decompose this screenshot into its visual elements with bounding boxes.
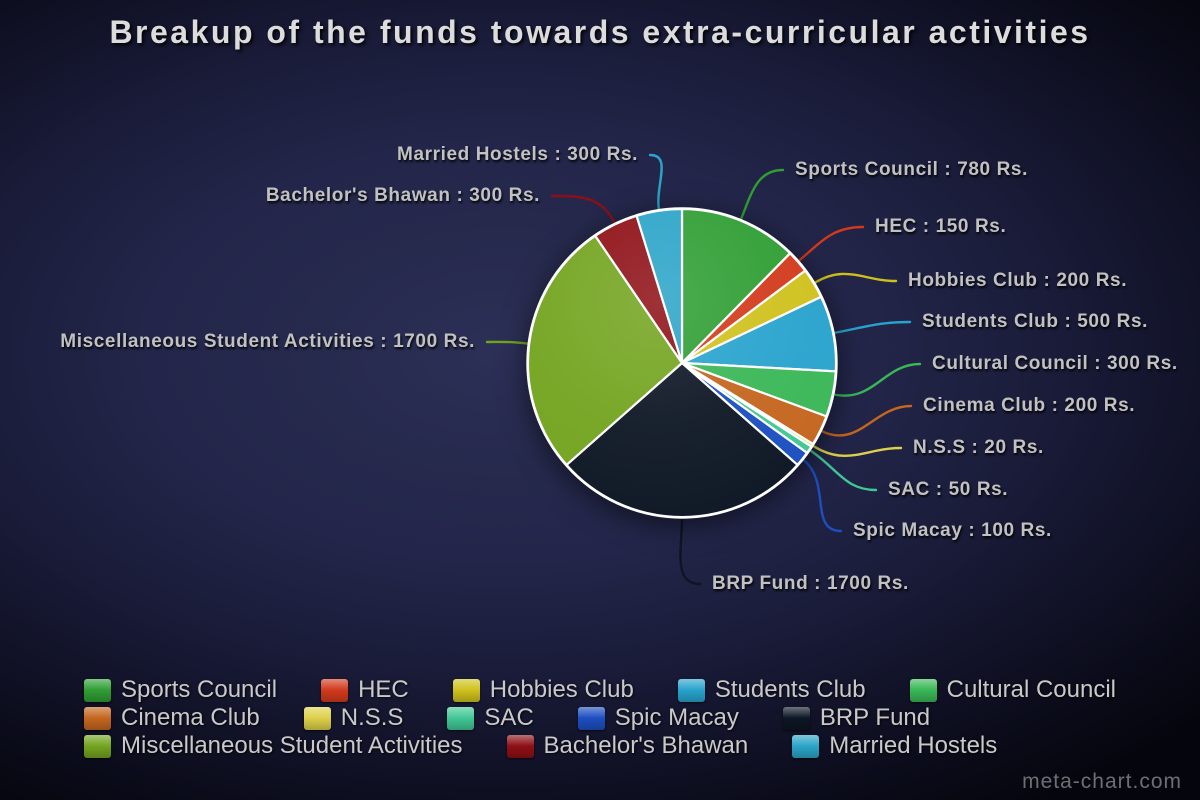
legend-swatch-married-hostels xyxy=(792,734,820,758)
legend-swatch-sports-council xyxy=(84,678,111,702)
slice-callout-hec: HEC : 150 Rs. xyxy=(875,216,1007,237)
slice-callout-students-club: Students Club : 500 Rs. xyxy=(922,311,1149,332)
slice-callout-n-s-s: N.S.S : 20 Rs. xyxy=(913,437,1044,458)
legend-item-hec: HEC xyxy=(321,676,409,704)
callout-line-students-club xyxy=(832,320,912,335)
legend-swatch-students-club xyxy=(677,678,705,702)
legend-swatch-miscellaneous-student-activities xyxy=(84,734,111,758)
legend-row: Cinema Club N.S.S SAC Spic Macay BRP Fund xyxy=(84,704,1116,732)
callout-line-cinema-club xyxy=(820,404,913,437)
pie-outer-ring xyxy=(526,207,838,519)
slice-callout-spic-macay: Spic Macay : 100 Rs. xyxy=(853,520,1052,541)
legend-label: Students Club xyxy=(714,676,866,703)
legend-label: Miscellaneous Student Activities xyxy=(121,732,463,759)
callout-line-hobbies-club xyxy=(813,272,898,284)
legend-swatch-bachelor-s-bhawan xyxy=(506,734,534,758)
slice-callout-bachelor-s-bhawan: Bachelor's Bhawan : 300 Rs. xyxy=(265,185,540,206)
callout-line-married-hostels xyxy=(648,153,663,211)
slice-callout-cinema-club: Cinema Club : 200 Rs. xyxy=(923,395,1136,416)
legend-label: Cinema Club xyxy=(121,704,260,731)
legend-label: BRP Fund xyxy=(819,704,931,731)
legend-swatch-hec xyxy=(321,678,349,702)
legend-label: Bachelor's Bhawan xyxy=(543,732,749,759)
legend-item-sports-council: Sports Council xyxy=(84,676,277,704)
legend-item-cultural-council: Cultural Council xyxy=(909,676,1117,704)
legend-label: N.S.S xyxy=(340,704,404,731)
slice-callout-married-hostels: Married Hostels : 300 Rs. xyxy=(397,144,638,165)
legend-row: Miscellaneous Student Activities Bachelor… xyxy=(84,732,1116,760)
legend-item-n-s-s: N.S.S xyxy=(303,704,404,732)
legend-swatch-spic-macay xyxy=(577,706,605,730)
legend-swatch-cinema-club xyxy=(84,706,111,730)
legend-label: Married Hostels xyxy=(829,732,998,759)
callout-line-miscellaneous-student-activities xyxy=(485,340,530,345)
legend-item-bachelor-s-bhawan: Bachelor's Bhawan xyxy=(506,732,749,760)
legend-item-cinema-club: Cinema Club xyxy=(84,704,260,732)
chart-title: Breakup of the funds towards extra-curri… xyxy=(109,14,1091,50)
slice-callout-brp-fund: BRP Fund : 1700 Rs. xyxy=(712,573,909,594)
legend-item-miscellaneous-student-activities: Miscellaneous Student Activities xyxy=(84,732,463,760)
legend-label: Spic Macay xyxy=(614,704,739,731)
legend-swatch-n-s-s xyxy=(303,706,331,730)
callout-line-n-s-s xyxy=(811,444,903,457)
slice-callout-hobbies-club: Hobbies Club : 200 Rs. xyxy=(908,270,1128,291)
legend-swatch-brp-fund xyxy=(782,706,810,730)
callout-line-cultural-council xyxy=(832,362,922,397)
slice-callout-sac: SAC : 50 Rs. xyxy=(888,479,1009,500)
callout-line-hec xyxy=(797,225,865,263)
legend-item-spic-macay: Spic Macay xyxy=(577,704,739,732)
legend-swatch-hobbies-club xyxy=(452,678,480,702)
callout-line-sports-council xyxy=(739,168,785,221)
legend-item-brp-fund: BRP Fund xyxy=(782,704,931,732)
legend-label: HEC xyxy=(358,676,409,703)
legend-item-sac: SAC xyxy=(447,704,534,732)
legend-swatch-sac xyxy=(447,706,475,730)
legend-label: Cultural Council xyxy=(946,676,1117,703)
callout-line-bachelor-s-bhawan xyxy=(550,194,616,225)
legend-label: Hobbies Club xyxy=(489,676,634,703)
watermark: meta-chart.com xyxy=(1022,770,1182,793)
legend-item-hobbies-club: Hobbies Club xyxy=(452,676,634,704)
legend-label: SAC xyxy=(484,704,534,731)
legend-item-married-hostels: Married Hostels xyxy=(792,732,997,760)
legend-row: Sports Council HEC Hobbies Club Students Cl… xyxy=(84,676,1116,704)
legend-item-students-club: Students Club xyxy=(677,676,866,704)
slice-callout-sports-council: Sports Council : 780 Rs. xyxy=(795,159,1028,180)
legend-label: Sports Council xyxy=(121,676,278,703)
callout-line-brp-fund xyxy=(679,516,702,586)
legend-swatch-cultural-council xyxy=(909,678,937,702)
slice-callout-cultural-council: Cultural Council : 300 Rs. xyxy=(932,353,1178,374)
slice-callout-miscellaneous-student-activities: Miscellaneous Student Activities : 1700 … xyxy=(60,331,475,352)
legend: Sports Council HEC Hobbies Club Students Cl… xyxy=(84,676,1116,760)
